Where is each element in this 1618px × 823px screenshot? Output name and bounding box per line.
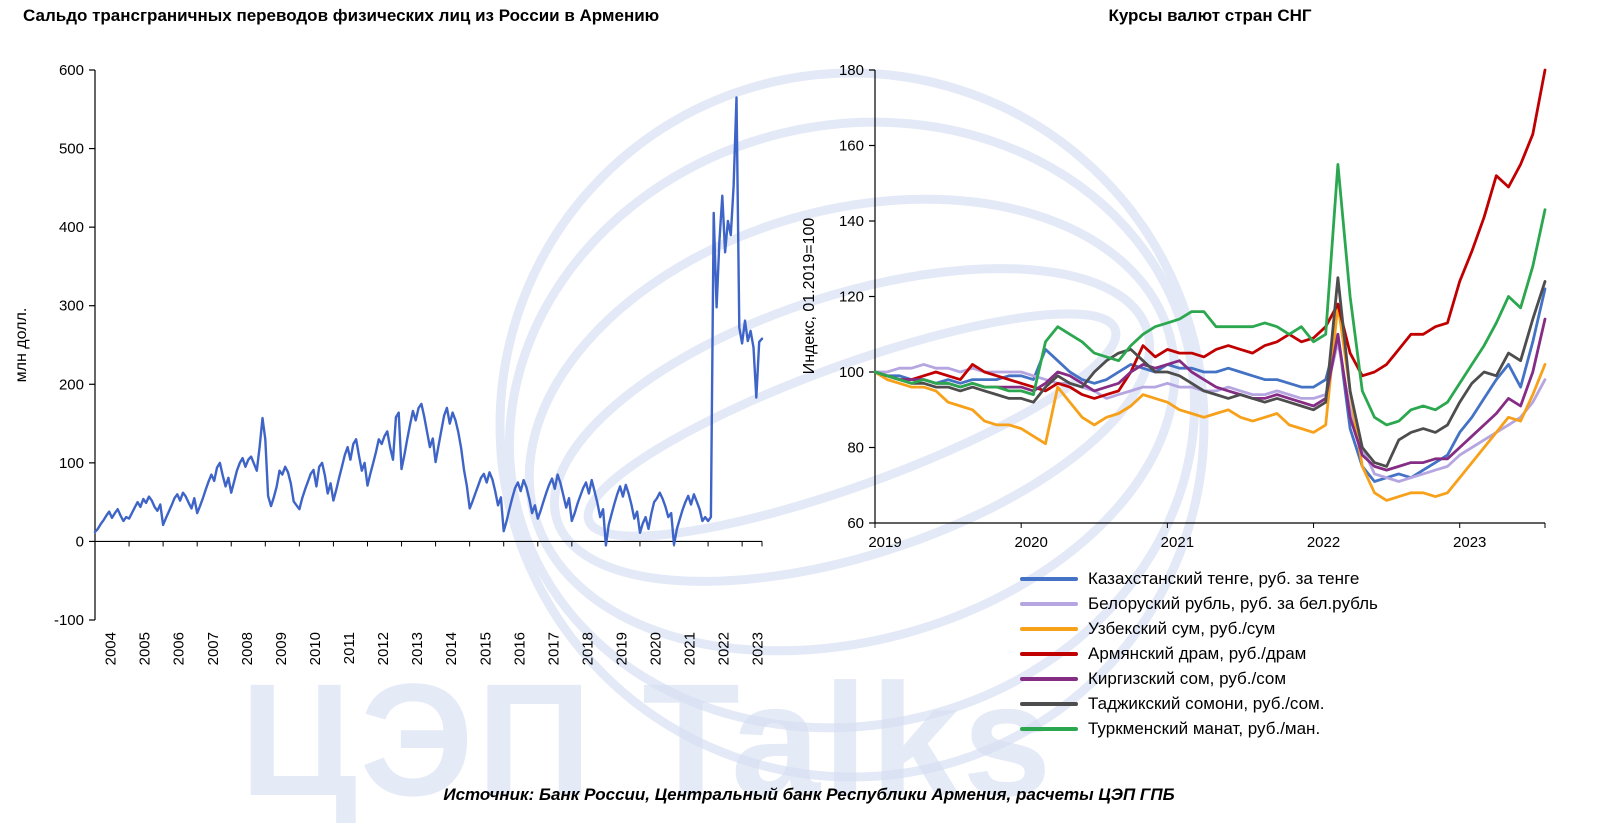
legend-item: Армянский драм, руб./драм	[1020, 641, 1378, 666]
left-x-tick-label: 2009	[273, 632, 290, 665]
legend-item: Туркменский манат, руб./ман.	[1020, 716, 1378, 741]
right-y-tick-label: 100	[839, 364, 864, 381]
legend-item: Таджикский сомони, руб./сом.	[1020, 691, 1378, 716]
currency-series-line	[873, 302, 1547, 502]
legend-color-swatch	[1020, 626, 1078, 631]
left-x-tick-label: 2004	[103, 632, 120, 665]
right-x-tick-label: 2020	[1014, 534, 1047, 551]
left-x-tick-label: 2005	[137, 632, 154, 665]
left-x-tick-label: 2011	[341, 632, 358, 664]
right-y-tick-label: 80	[847, 440, 864, 457]
left-x-tick-label: 2010	[307, 632, 324, 665]
left-x-tick-label: 2012	[375, 632, 392, 665]
legend-label: Узбекский сум, руб./сум	[1088, 618, 1276, 638]
left-y-tick-label: -100	[54, 612, 84, 629]
right-y-tick-label: 160	[839, 138, 864, 155]
left-y-tick-label: 300	[59, 298, 84, 315]
right-y-tick-label: 120	[839, 289, 864, 306]
legend-item: Белоруский рубль, руб. за бел.рубль	[1020, 591, 1378, 616]
left-x-tick-label: 2013	[409, 632, 426, 665]
left-y-tick-label: 0	[76, 533, 84, 550]
legend-item: Киргизский сом, руб./сом	[1020, 666, 1378, 691]
left-x-tick-label: 2007	[205, 632, 222, 665]
legend-label: Киргизский сом, руб./сом	[1088, 668, 1287, 688]
left-y-axis-title: млн долл.	[13, 308, 30, 383]
currency-series-line	[873, 68, 1547, 400]
left-y-tick-label: 200	[59, 376, 84, 393]
source-note: Источник: Банк России, Центральный банк …	[443, 785, 1175, 804]
right-y-tick-label: 180	[839, 62, 864, 79]
legend-color-swatch	[1020, 701, 1078, 706]
legend-label: Таджикский сомони, руб./сом.	[1088, 693, 1325, 713]
legend-label: Туркменский манат, руб./ман.	[1088, 718, 1321, 738]
right-y-tick-label: 60	[847, 515, 864, 532]
left-x-tick-label: 2008	[239, 632, 256, 665]
left-x-tick-label: 2019	[614, 632, 631, 665]
currency-series-line	[873, 317, 1547, 472]
left-x-tick-label: 2022	[716, 632, 733, 665]
right-x-tick-label: 2022	[1307, 534, 1340, 551]
right-x-tick-label: 2019	[868, 534, 901, 551]
left-x-tick-label: 2020	[648, 632, 665, 665]
legend-color-swatch	[1020, 676, 1078, 681]
left-x-tick-label: 2023	[750, 632, 767, 665]
legend-item: Узбекский сум, руб./сум	[1020, 616, 1378, 641]
left-y-tick-label: 100	[59, 455, 84, 472]
legend-color-swatch	[1020, 601, 1078, 606]
legend-color-swatch	[1020, 576, 1078, 581]
legend-item: Казахстанский тенге, руб. за тенге	[1020, 566, 1378, 591]
left-x-tick-label: 2014	[443, 632, 460, 665]
legend-label: Белоруский рубль, руб. за бел.рубль	[1088, 593, 1378, 613]
left-x-tick-label: 2006	[171, 632, 188, 665]
legend-label: Армянский драм, руб./драм	[1088, 643, 1307, 663]
currency-series-line	[873, 287, 1547, 483]
left-x-tick-label: 2021	[682, 632, 699, 665]
left-x-tick-label: 2016	[511, 632, 528, 665]
transfers-series-line	[93, 96, 764, 547]
left-y-tick-label: 400	[59, 219, 84, 236]
right-x-tick-label: 2023	[1453, 534, 1486, 551]
left-x-tick-label: 2017	[545, 632, 562, 665]
legend-color-swatch	[1020, 726, 1078, 731]
right-chart-title: Курсы валют стран СНГ	[1108, 6, 1312, 25]
left-x-tick-label: 2018	[579, 632, 596, 665]
right-y-axis-title: Индекс, 01.2019=100	[801, 218, 818, 375]
right-x-tick-label: 2021	[1161, 534, 1194, 551]
currency-legend: Казахстанский тенге, руб. за тенге Белору…	[1020, 566, 1378, 741]
left-y-tick-label: 500	[59, 141, 84, 158]
legend-color-swatch	[1020, 651, 1078, 656]
currency-series-line	[873, 276, 1547, 468]
left-x-tick-label: 2015	[477, 632, 494, 665]
left-y-tick-label: 600	[59, 62, 84, 79]
watermark-text: ЦЭП Talks	[240, 650, 1055, 823]
currency-series-line	[873, 162, 1547, 427]
right-y-tick-label: 140	[839, 213, 864, 230]
left-chart-title: Сальдо трансграничных переводов физическ…	[23, 6, 660, 25]
legend-label: Казахстанский тенге, руб. за тенге	[1088, 568, 1360, 588]
